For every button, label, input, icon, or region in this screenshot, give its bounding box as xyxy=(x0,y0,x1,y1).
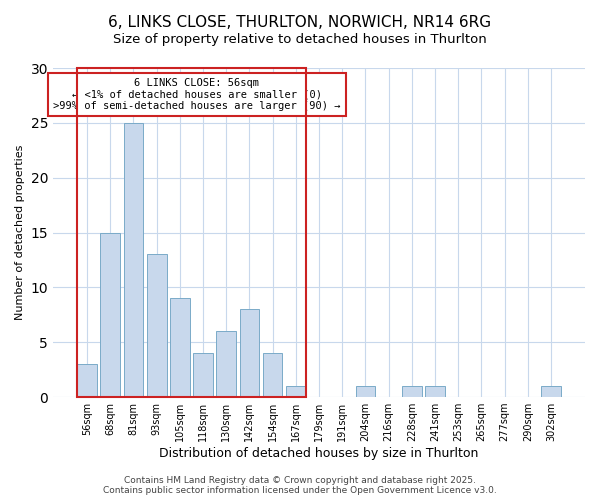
Bar xyxy=(77,68,305,397)
Y-axis label: Number of detached properties: Number of detached properties xyxy=(15,145,25,320)
Bar xyxy=(170,298,190,397)
X-axis label: Distribution of detached houses by size in Thurlton: Distribution of detached houses by size … xyxy=(160,447,479,460)
Bar xyxy=(356,386,375,397)
Bar xyxy=(193,353,213,397)
Text: 6, LINKS CLOSE, THURLTON, NORWICH, NR14 6RG: 6, LINKS CLOSE, THURLTON, NORWICH, NR14 … xyxy=(109,15,491,30)
Bar xyxy=(425,386,445,397)
Text: 6 LINKS CLOSE: 56sqm
← <1% of detached houses are smaller (0)
>99% of semi-detac: 6 LINKS CLOSE: 56sqm ← <1% of detached h… xyxy=(53,78,340,111)
Bar xyxy=(286,386,305,397)
Bar xyxy=(147,254,167,397)
Bar xyxy=(124,123,143,397)
Text: Contains HM Land Registry data © Crown copyright and database right 2025.
Contai: Contains HM Land Registry data © Crown c… xyxy=(103,476,497,495)
Bar xyxy=(239,310,259,397)
Bar xyxy=(541,386,561,397)
Bar xyxy=(402,386,422,397)
Bar xyxy=(100,232,120,397)
Bar xyxy=(217,332,236,397)
Text: Size of property relative to detached houses in Thurlton: Size of property relative to detached ho… xyxy=(113,32,487,46)
Bar xyxy=(77,364,97,397)
Bar xyxy=(263,353,283,397)
